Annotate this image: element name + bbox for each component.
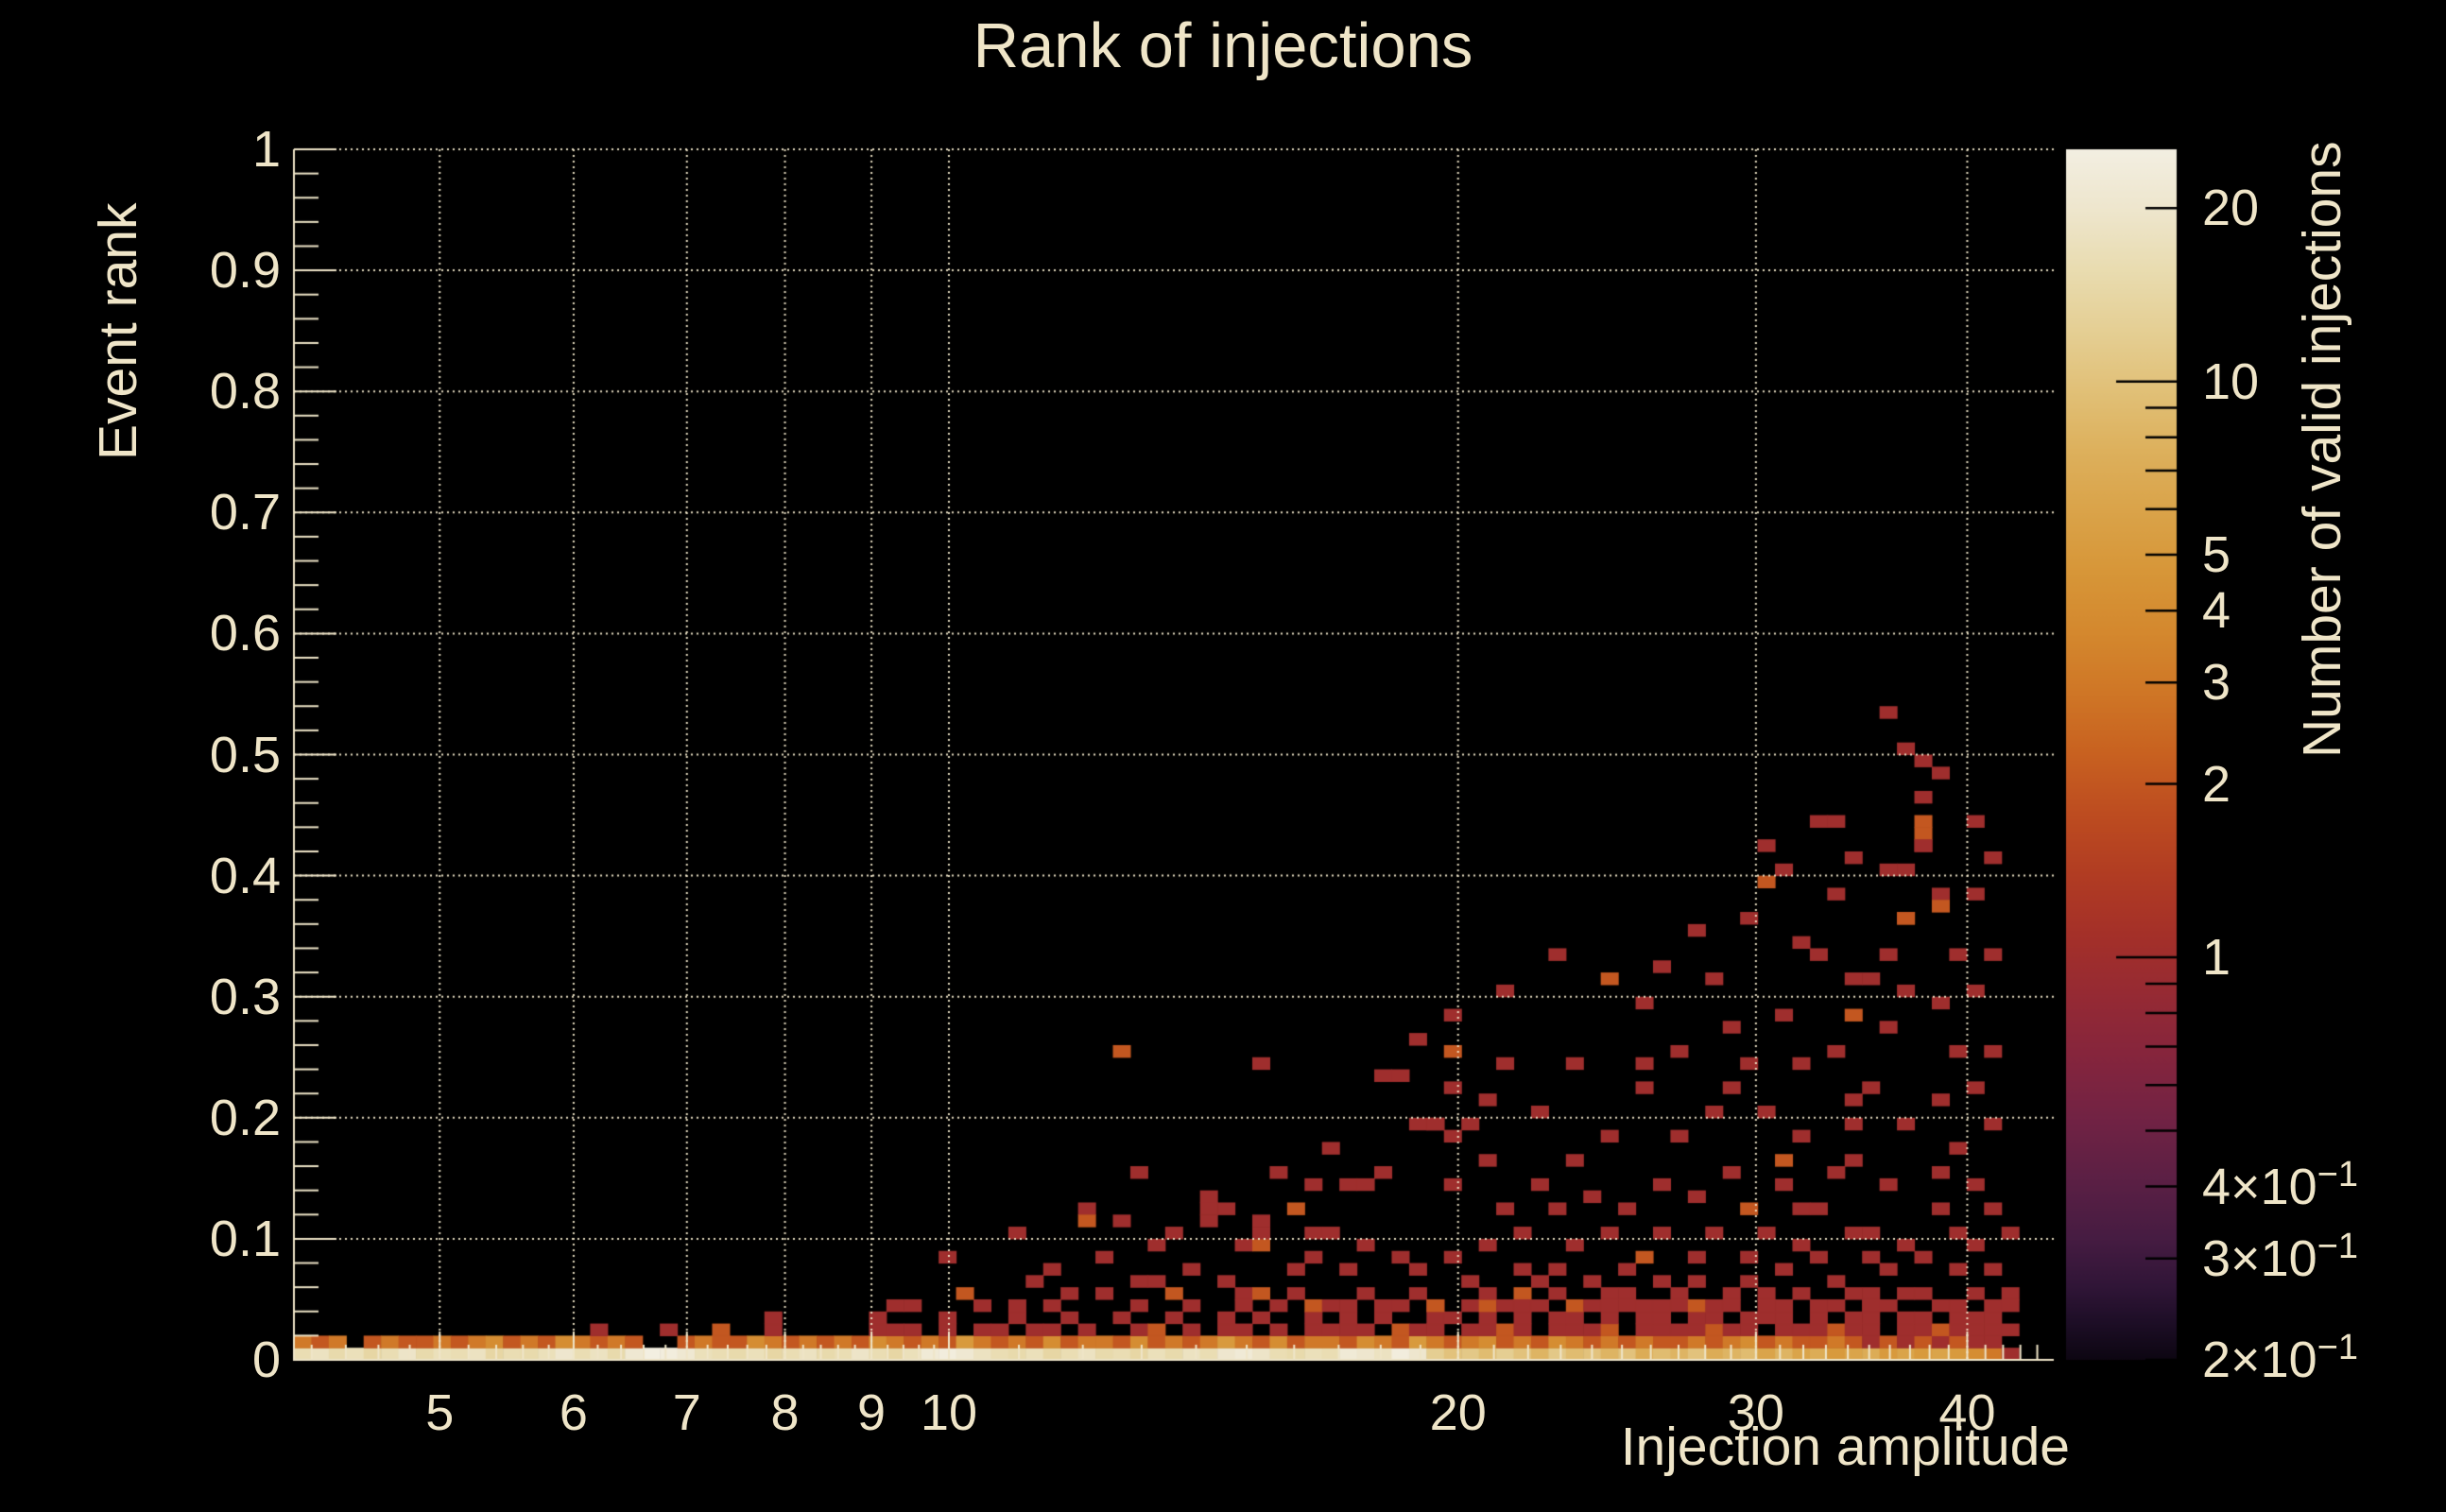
colorbar-title: Number of valid injections bbox=[2292, 141, 2352, 758]
colorbar-tick-label: 4×10−1 bbox=[2202, 1154, 2358, 1215]
colorbar-tick-label: 3×10−1 bbox=[2202, 1226, 2358, 1287]
x-tick-label: 20 bbox=[1429, 1384, 1487, 1441]
colorbar-tick-label: 3 bbox=[2202, 654, 2231, 712]
colorbar-tick-label: 20 bbox=[2202, 180, 2260, 237]
y-tick-label: 0.2 bbox=[209, 1089, 281, 1146]
x-tick-label: 5 bbox=[425, 1384, 455, 1441]
chart-title: Rank of injections bbox=[973, 10, 1473, 81]
y-tick-label: 0.3 bbox=[209, 968, 281, 1025]
y-tick-label: 0.4 bbox=[209, 847, 281, 904]
colorbar-tick-label: 2×10−1 bbox=[2202, 1328, 2358, 1388]
y-tick-label: 1 bbox=[251, 121, 281, 178]
x-tick-label: 7 bbox=[672, 1384, 701, 1441]
x-tick-label: 10 bbox=[920, 1384, 978, 1441]
x-tick-label: 9 bbox=[857, 1384, 887, 1441]
y-tick-label: 0 bbox=[251, 1332, 281, 1388]
y-tick-label: 0.5 bbox=[209, 726, 281, 783]
y-tick-label: 0.8 bbox=[209, 363, 281, 421]
y-axis-title: Event rank bbox=[88, 202, 148, 460]
colorbar-tick-label: 4 bbox=[2202, 582, 2231, 640]
colorbar-tick-label: 1 bbox=[2202, 929, 2231, 987]
y-tick-label: 0.9 bbox=[209, 242, 281, 300]
y-tick-label: 0.6 bbox=[209, 605, 281, 662]
exponent: −1 bbox=[2317, 1226, 2358, 1266]
x-axis-title: Injection amplitude bbox=[1620, 1417, 2070, 1477]
x-tick-label: 30 bbox=[1727, 1384, 1784, 1441]
exponent: −1 bbox=[2317, 1328, 2358, 1367]
exponent: −1 bbox=[2317, 1154, 2358, 1194]
colorbar-tick-label: 5 bbox=[2202, 526, 2231, 584]
colorbar-tick-label: 10 bbox=[2202, 352, 2260, 410]
y-tick-label: 0.1 bbox=[209, 1210, 281, 1267]
x-tick-label: 6 bbox=[559, 1384, 588, 1441]
x-tick-label: 40 bbox=[1938, 1384, 1996, 1441]
y-tick-label: 0.7 bbox=[209, 484, 281, 541]
x-tick-label: 8 bbox=[770, 1384, 800, 1441]
colorbar-tick-label: 2 bbox=[2202, 755, 2231, 813]
